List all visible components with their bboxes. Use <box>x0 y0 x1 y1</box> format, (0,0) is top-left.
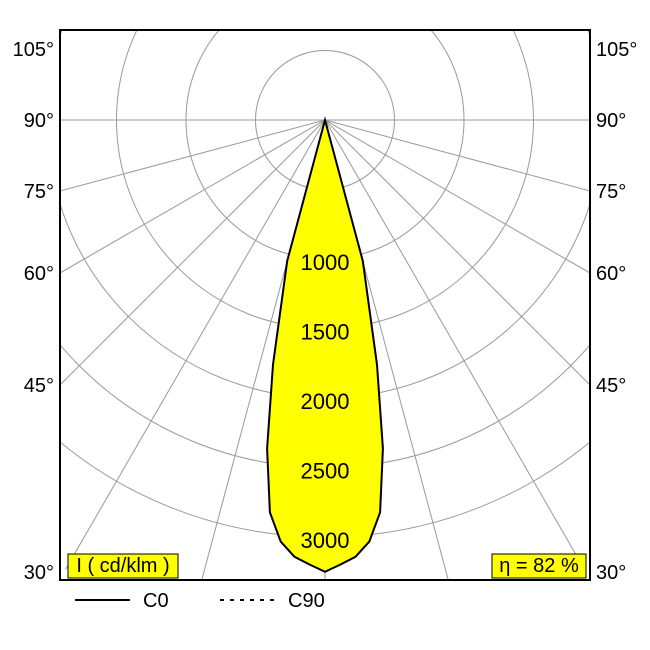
angle-tick-label-left: 30° <box>24 562 54 584</box>
angle-tick-label-right: 45° <box>596 375 626 397</box>
angle-tick-label-left: 45° <box>24 375 54 397</box>
radial-tick-label: 1500 <box>301 319 350 344</box>
angle-tick-label-right: 105° <box>596 39 637 61</box>
radial-tick-label: 3000 <box>301 528 350 553</box>
units-label: I ( cd/klm ) <box>76 555 169 577</box>
legend-label: C0 <box>143 590 169 612</box>
polar-distribution-chart: 1000 1500 2000 2500 3000 30° 30° 45° 45° 60° 60° 75… <box>0 0 650 650</box>
angle-tick-label-right: 75° <box>596 181 626 203</box>
angle-tick-label-right: 90° <box>596 110 626 132</box>
angle-tick-label-left: 105° <box>13 39 54 61</box>
legend-label: C90 <box>288 590 325 612</box>
angle-tick-label-left: 60° <box>24 263 54 285</box>
angle-tick-label-right: 60° <box>596 263 626 285</box>
radial-tick-label: 2000 <box>301 389 350 414</box>
angle-tick-label-left: 75° <box>24 181 54 203</box>
radial-tick-label: 2500 <box>301 458 350 483</box>
angle-tick-label-right: 30° <box>596 562 626 584</box>
angle-tick-label-left: 90° <box>24 110 54 132</box>
efficiency-label: η = 82 % <box>499 555 579 577</box>
radial-tick-label: 1000 <box>301 250 350 275</box>
